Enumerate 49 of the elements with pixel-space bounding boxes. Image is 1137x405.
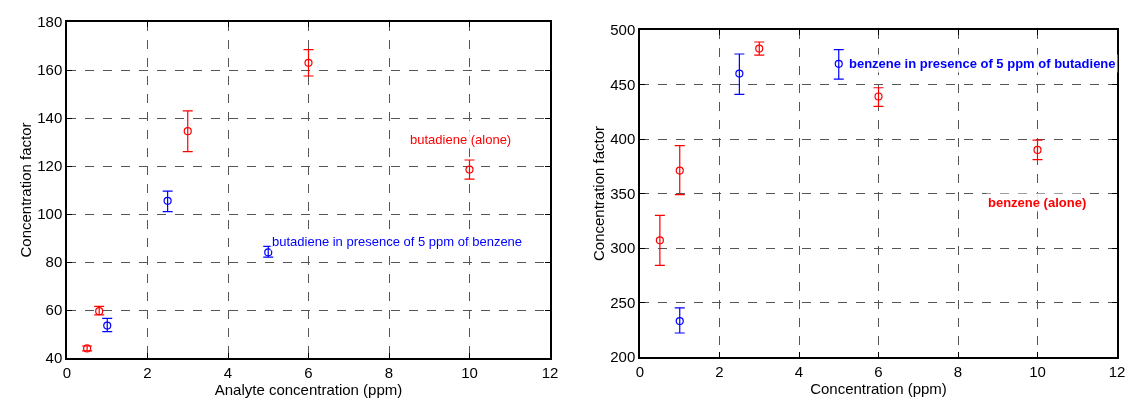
- y-tick-label: 160: [37, 61, 63, 79]
- point: [874, 92, 883, 101]
- x-axis-title: Analyte concentration (ppm): [214, 380, 403, 398]
- y-tick-label: 120: [37, 157, 63, 175]
- point: [735, 69, 744, 78]
- point: [183, 127, 192, 136]
- y-axis-title: Concentration factor: [589, 125, 607, 262]
- point: [103, 321, 112, 330]
- x-tick-label: 2: [715, 362, 724, 380]
- point: [465, 165, 474, 174]
- y-tick-label: 200: [610, 348, 636, 366]
- x-tick-label: 10: [461, 363, 478, 381]
- x-tick-label: 4: [223, 363, 233, 381]
- y-tick-label: 350: [610, 184, 636, 202]
- y-tick-label: 500: [610, 21, 636, 39]
- y-tick-label: 80: [45, 253, 63, 271]
- x-axis-title: Concentration (ppm): [810, 379, 947, 397]
- y-tick-label: 60: [45, 301, 63, 319]
- x-tick-label: 2: [143, 363, 152, 381]
- series-label: butadiene in presence of 5 ppm of benzene: [272, 234, 523, 249]
- text: butadiene (alone): [410, 132, 512, 147]
- y-tick-label: 140: [37, 109, 63, 127]
- y-tick-label: 300: [610, 239, 636, 257]
- y-tick-label: 100: [37, 205, 63, 223]
- x-tick-label: 12: [541, 363, 559, 381]
- point: [675, 166, 684, 175]
- x-tick-label: 8: [953, 362, 963, 380]
- x-tick-label: 6: [874, 362, 883, 380]
- point: [834, 59, 843, 68]
- text: benzene (alone): [988, 195, 1087, 210]
- point: [675, 316, 684, 326]
- x-tick-label: 8: [384, 363, 394, 381]
- y-tick-label: 180: [37, 13, 63, 31]
- x-tick-label: 0: [635, 362, 645, 380]
- point: [1033, 145, 1042, 154]
- y-tick-label: 250: [610, 293, 636, 311]
- y-tick-label: 40: [45, 349, 63, 367]
- point: [655, 236, 664, 245]
- y-tick-label: 450: [610, 75, 636, 93]
- y-axis-title: Concentration factor: [16, 122, 34, 258]
- x-tick-label: 6: [304, 363, 313, 381]
- point: [163, 196, 172, 205]
- point: [304, 58, 313, 67]
- x-tick-label: 12: [1108, 362, 1126, 380]
- x-tick-label: 0: [62, 363, 72, 381]
- y-tick-label: 400: [610, 130, 636, 148]
- series-label: benzene in presence of 5 ppm of butadiene: [849, 56, 1116, 71]
- x-tick-label: 10: [1029, 362, 1046, 380]
- x-tick-label: 4: [794, 362, 804, 380]
